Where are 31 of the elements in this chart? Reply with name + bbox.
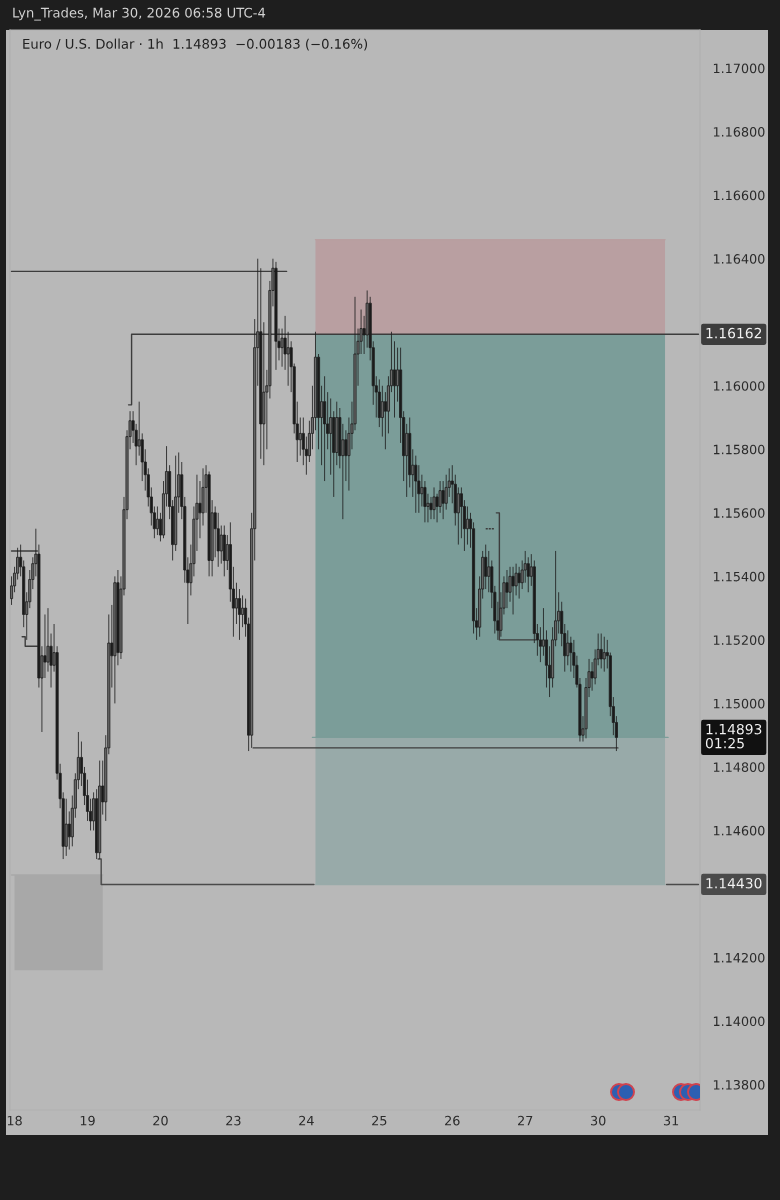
text: 1.14893 <box>706 723 762 735</box>
y-tick-label: 1.13800 <box>713 1079 765 1090</box>
x-tick-label: 23 <box>226 1115 241 1126</box>
y-tick-label: 1.16800 <box>713 127 765 137</box>
x-tick-label: 19 <box>80 1115 95 1126</box>
text: Euro / U.S. Dollar · 1h 1.14893 −0.00183 (−0.16%) <box>23 38 368 51</box>
y-tick-label: 1.16000 <box>713 381 765 391</box>
y-tick-label: 1.15200 <box>713 635 765 645</box>
y-tick-label: 1.14200 <box>713 952 765 963</box>
series-label: 1.14430 <box>706 877 762 889</box>
x-tick-label: 30 <box>591 1115 606 1126</box>
y-tick-label: 1.14600 <box>713 825 765 836</box>
y-tick-label: 1.15800 <box>713 444 765 455</box>
y-tick-label: 1.15400 <box>713 571 765 582</box>
y-tick-label: 1.15600 <box>713 508 765 518</box>
x-tick-label: 26 <box>445 1115 460 1126</box>
y-tick-label: 1.16600 <box>713 190 765 201</box>
x-tick-label: 24 <box>299 1115 314 1126</box>
x-tick-label: 25 <box>372 1115 387 1126</box>
y-tick-label: 1.16400 <box>713 254 765 264</box>
x-tick-label: 20 <box>153 1115 168 1126</box>
series-label: 1.16162 <box>706 327 762 339</box>
x-tick-label: 31 <box>663 1115 679 1126</box>
text: Lyn_Trades, Mar 30, 2026 06:58 UTC-4 <box>13 7 266 21</box>
x-tick-label: 27 <box>518 1115 533 1126</box>
text: 01:25 <box>705 737 744 749</box>
y-tick-label: 1.14000 <box>713 1016 765 1027</box>
y-tick-label: 1.14800 <box>713 762 765 772</box>
y-tick-label: 1.17000 <box>713 63 765 74</box>
x-tick-label: 18 <box>7 1115 22 1126</box>
y-tick-label: 1.15000 <box>713 698 765 709</box>
